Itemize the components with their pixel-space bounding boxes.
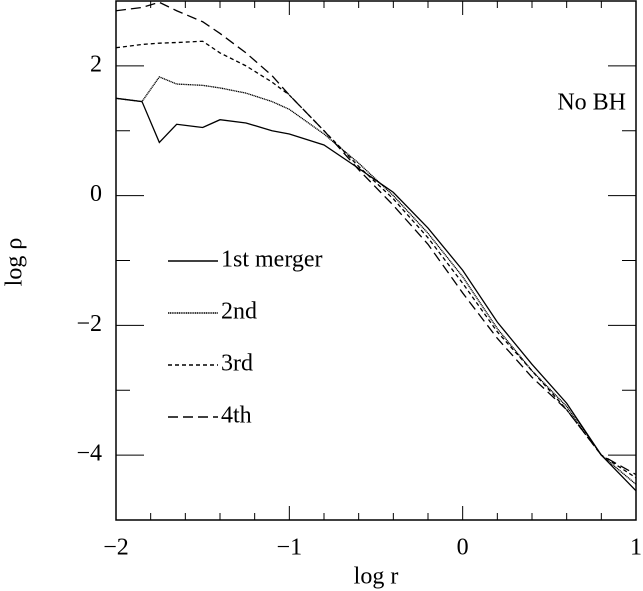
legend-label: 2nd bbox=[221, 299, 257, 325]
data-line bbox=[116, 1, 636, 476]
plot-lines bbox=[116, 1, 636, 492]
x-tick-label: 1 bbox=[630, 535, 642, 561]
legend-label: 1st merger bbox=[221, 247, 323, 273]
x-tick-label: 0 bbox=[457, 535, 469, 561]
data-line bbox=[116, 76, 636, 485]
y-axis-label: log ρ bbox=[2, 238, 28, 287]
x-tick-label: −2 bbox=[103, 535, 129, 561]
y-tick-label: 0 bbox=[90, 181, 102, 207]
data-line bbox=[116, 97, 636, 492]
x-tick-label: −1 bbox=[277, 535, 303, 561]
y-tick-label: 2 bbox=[90, 51, 102, 77]
x-axis-label: log r bbox=[354, 564, 399, 590]
y-tick-label: −4 bbox=[76, 441, 102, 467]
legend-label: 3rd bbox=[221, 351, 253, 377]
annotation: No BH bbox=[557, 90, 626, 116]
y-tick-label: −2 bbox=[76, 311, 102, 337]
legend-label: 4th bbox=[221, 403, 252, 429]
